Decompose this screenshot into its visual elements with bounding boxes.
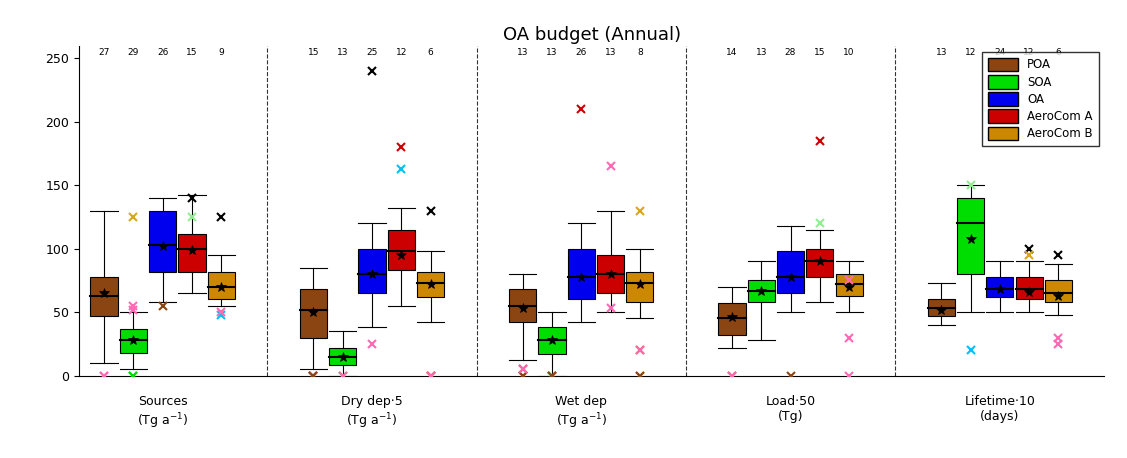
Text: 12: 12 xyxy=(965,48,976,57)
Bar xyxy=(358,249,385,293)
Bar xyxy=(207,272,234,300)
Text: Dry dep⋅5
(Tg a$^{-1}$): Dry dep⋅5 (Tg a$^{-1}$) xyxy=(341,395,402,431)
Text: 15: 15 xyxy=(814,48,826,57)
Text: Lifetime⋅10
(days): Lifetime⋅10 (days) xyxy=(965,395,1036,423)
Bar xyxy=(300,289,327,338)
Text: 13: 13 xyxy=(605,48,616,57)
Bar xyxy=(957,198,984,274)
Text: Load⋅50
(Tg): Load⋅50 (Tg) xyxy=(765,395,816,423)
Legend: POA, SOA, OA, AeroCom A, AeroCom B: POA, SOA, OA, AeroCom A, AeroCom B xyxy=(982,52,1099,147)
Bar xyxy=(928,300,955,316)
Text: 13: 13 xyxy=(755,48,767,57)
Text: 15: 15 xyxy=(308,48,319,57)
Bar xyxy=(806,249,833,277)
Text: 6: 6 xyxy=(427,48,434,57)
Bar xyxy=(119,329,147,353)
Bar xyxy=(1045,280,1072,302)
Text: 12: 12 xyxy=(1023,48,1035,57)
Bar xyxy=(777,251,804,293)
Text: Sources
(Tg a$^{-1}$): Sources (Tg a$^{-1}$) xyxy=(137,395,188,431)
Text: 14: 14 xyxy=(726,48,737,57)
Bar xyxy=(90,277,117,316)
Bar xyxy=(747,280,774,302)
Text: 10: 10 xyxy=(843,48,855,57)
Text: 27: 27 xyxy=(98,48,109,57)
Bar xyxy=(986,277,1013,297)
Text: 26: 26 xyxy=(157,48,168,57)
Bar xyxy=(329,348,356,365)
Text: 9: 9 xyxy=(219,48,224,57)
Bar xyxy=(835,274,862,296)
Bar xyxy=(178,234,205,272)
Text: 28: 28 xyxy=(784,48,796,57)
Text: 15: 15 xyxy=(186,48,197,57)
Title: OA budget (Annual): OA budget (Annual) xyxy=(503,26,681,44)
Bar xyxy=(149,211,176,272)
Bar xyxy=(417,272,444,297)
Bar xyxy=(509,289,536,322)
Text: 24: 24 xyxy=(994,48,1005,57)
Bar xyxy=(568,249,595,300)
Bar xyxy=(627,272,654,302)
Bar xyxy=(539,327,566,354)
Bar xyxy=(718,303,745,335)
Text: 13: 13 xyxy=(935,48,947,57)
Text: 6: 6 xyxy=(1056,48,1062,57)
Bar xyxy=(388,230,415,270)
Text: 13: 13 xyxy=(547,48,558,57)
Bar xyxy=(597,255,624,293)
Text: 26: 26 xyxy=(576,48,587,57)
Text: 25: 25 xyxy=(366,48,378,57)
Text: 13: 13 xyxy=(337,48,348,57)
Bar xyxy=(1015,277,1042,300)
Text: 13: 13 xyxy=(517,48,529,57)
Text: Wet dep
(Tg a$^{-1}$): Wet dep (Tg a$^{-1}$) xyxy=(556,395,607,431)
Text: 29: 29 xyxy=(127,48,139,57)
Text: 8: 8 xyxy=(637,48,642,57)
Text: 12: 12 xyxy=(396,48,407,57)
